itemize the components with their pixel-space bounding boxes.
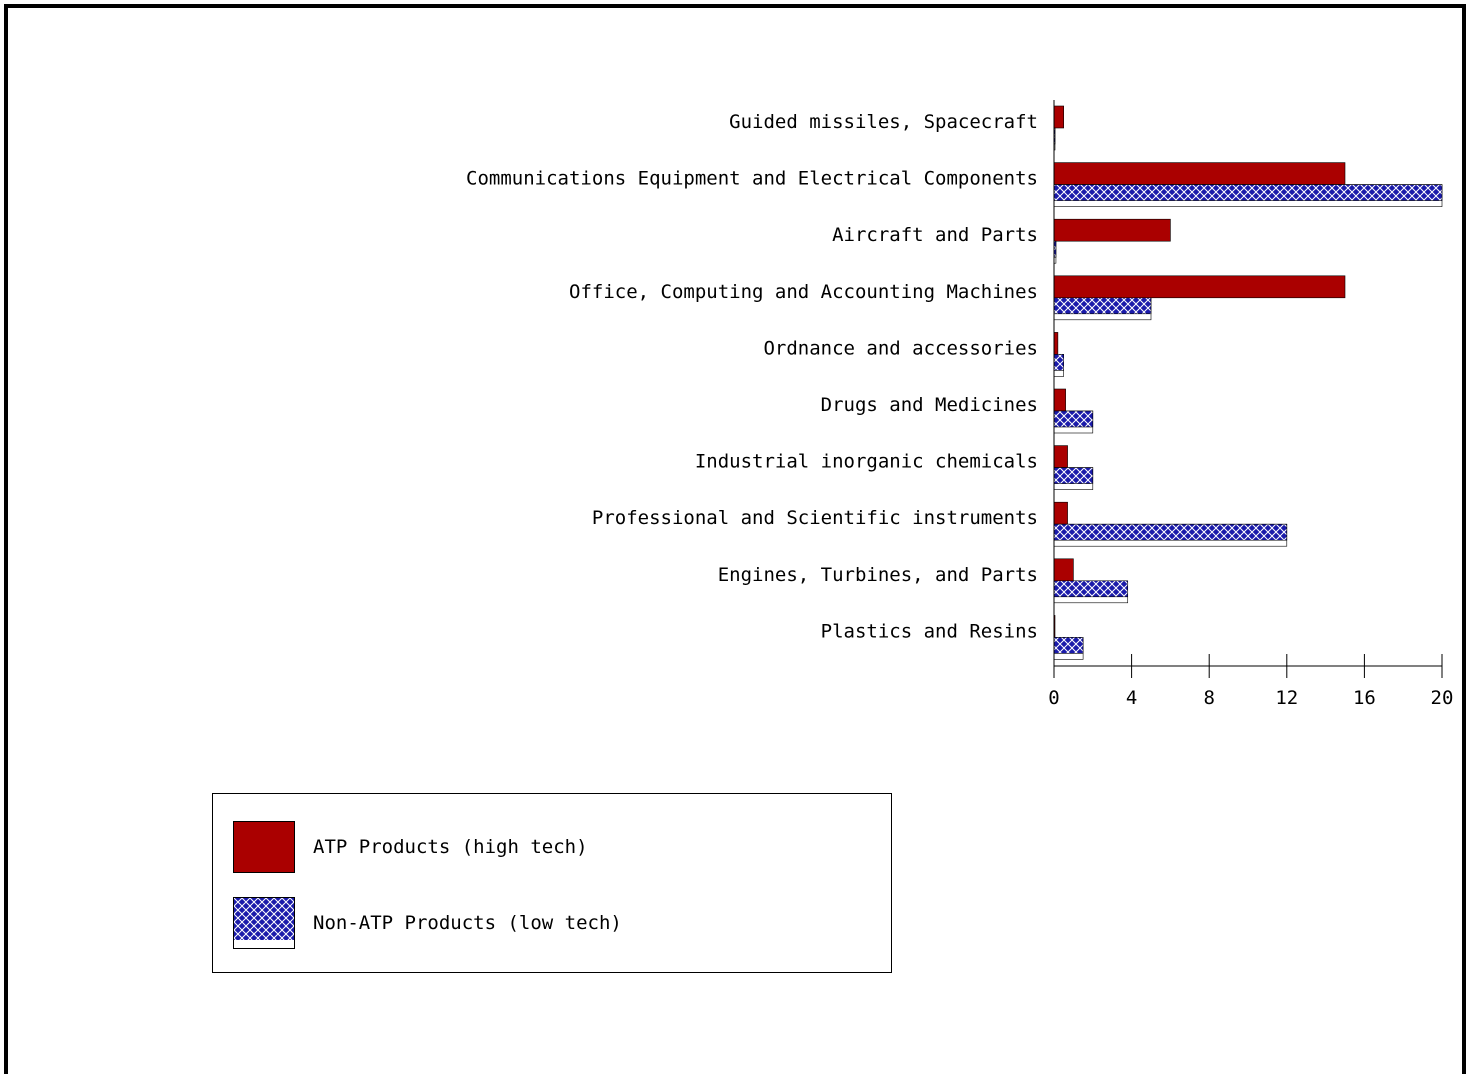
bar-atp-2 (1053, 218, 1171, 242)
bars-group (1053, 105, 1443, 660)
bar-atp-8 (1053, 558, 1074, 582)
chart-frame (4, 4, 1466, 1074)
x-tick-label-1: 4 (1126, 687, 1137, 709)
bar-non-atp-5 (1053, 410, 1094, 428)
x-tick-label-2: 8 (1203, 687, 1214, 709)
legend-item-atp: ATP Products (high tech) (233, 820, 588, 874)
category-label-2: Aircraft and Parts (832, 224, 1038, 246)
category-label-8: Engines, Turbines, and Parts (718, 564, 1038, 586)
bar-atp-1 (1053, 162, 1346, 185)
bar-atp-3 (1053, 275, 1346, 299)
x-tick-label-0: 0 (1048, 687, 1059, 709)
x-axis: 0 4 8 12 16 20 (1048, 100, 1453, 709)
hatch-swatch (234, 898, 294, 940)
bar-atp-4 (1053, 332, 1059, 355)
bar-non-atp-8 (1053, 580, 1129, 598)
x-tick-label-3: 12 (1275, 687, 1298, 709)
category-label-1: Communications Equipment and Electrical … (466, 168, 1038, 190)
category-label-4: Ordnance and accessories (763, 337, 1038, 359)
bar-atp-7 (1053, 501, 1068, 525)
legend-swatch-atp (233, 821, 295, 873)
legend: ATP Products (high tech) Non-ATP Product… (212, 793, 892, 973)
category-label-7: Professional and Scientific instruments (592, 507, 1038, 529)
bar-non-atp-7 (1053, 523, 1288, 541)
category-label-6: Industrial inorganic chemicals (695, 451, 1038, 473)
bar-non-atp-3 (1053, 297, 1152, 315)
bar-atp-5 (1053, 388, 1066, 412)
bar-non-atp-9 (1053, 637, 1084, 654)
x-tick-label-4: 16 (1353, 687, 1376, 709)
bar-non-atp-4 (1053, 354, 1064, 371)
legend-label-atp: ATP Products (high tech) (313, 836, 588, 858)
bar-non-atp-1 (1053, 184, 1443, 201)
x-tick-label-5: 20 (1431, 687, 1454, 709)
bar-atp-6 (1053, 445, 1068, 468)
bar-non-atp-6 (1053, 467, 1094, 484)
category-label-5: Drugs and Medicines (821, 394, 1038, 416)
category-label-3: Office, Computing and Accounting Machine… (569, 281, 1038, 303)
legend-item-non-atp: Non-ATP Products (low tech) (233, 896, 622, 950)
category-label-9: Plastics and Resins (821, 620, 1038, 642)
bar-atp-0 (1053, 105, 1064, 129)
legend-swatch-non-atp (233, 897, 295, 949)
category-label-0: Guided missiles, Spacecraft (729, 111, 1038, 133)
category-labels: Guided missiles, Spacecraft Communication… (466, 111, 1038, 642)
legend-label-non-atp: Non-ATP Products (low tech) (313, 912, 622, 934)
